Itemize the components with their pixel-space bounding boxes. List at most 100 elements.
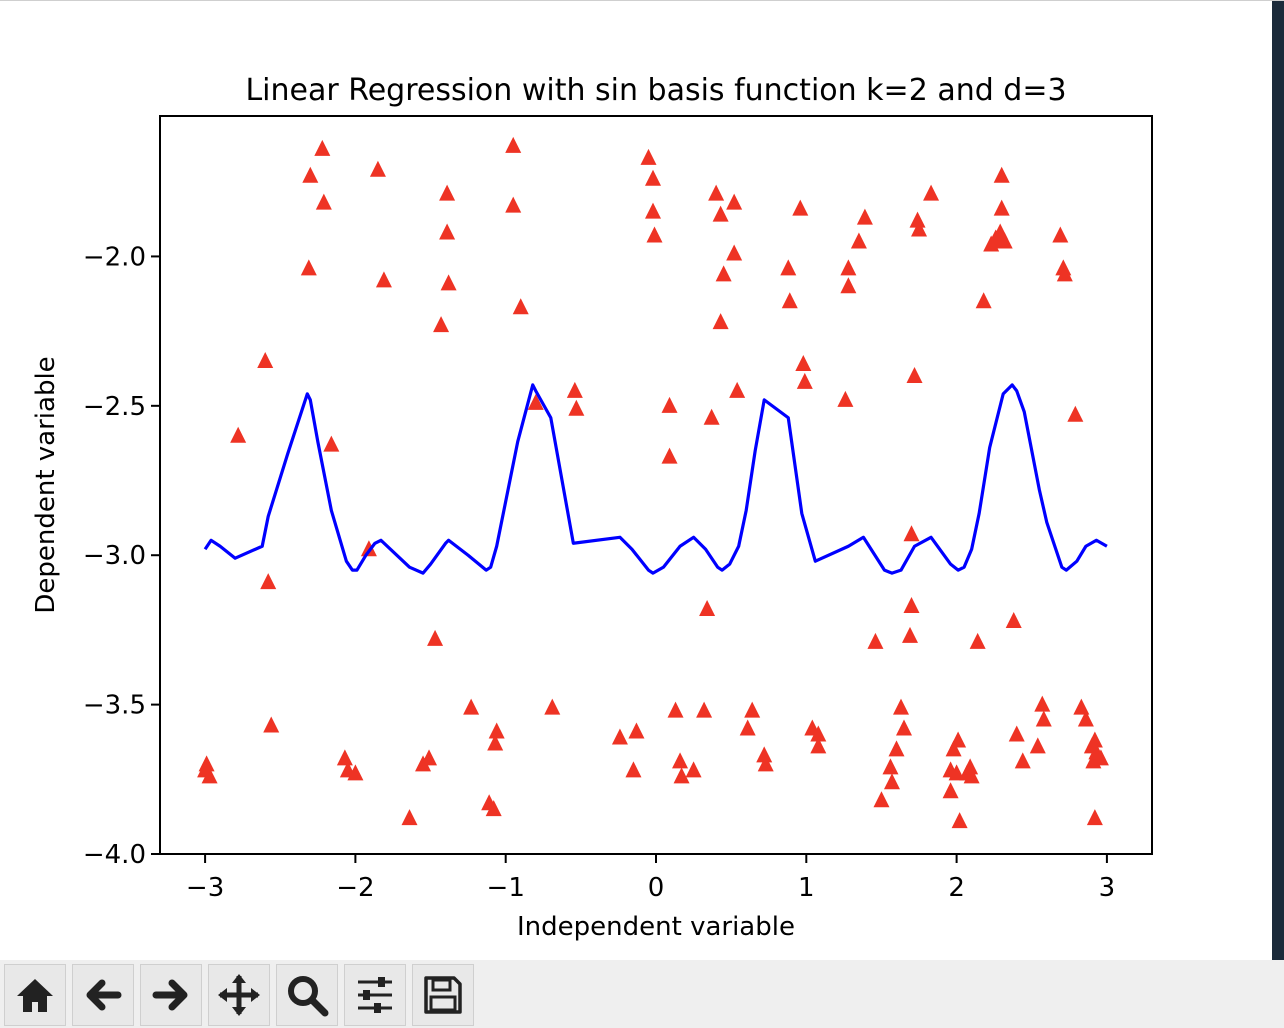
data-point-marker [850,232,867,249]
data-point-marker [840,259,857,276]
zoom-button[interactable] [276,964,338,1026]
window-edge-strip [1272,1,1284,961]
plot-area-frame [159,115,1153,855]
data-point-marker [640,148,657,165]
floppy-disk-icon [424,976,462,1014]
data-point-marker [505,196,522,213]
data-point-marker [566,381,583,398]
data-point-marker [1005,611,1022,628]
y-tick-label: −3.0 [83,541,146,571]
data-point-marker [699,599,716,616]
data-point-marker [1029,737,1046,754]
magnifier-icon [288,976,329,1017]
home-icon [17,979,53,1012]
data-point-marker [427,629,444,646]
data-point-marker [911,220,928,237]
data-point-marker [661,447,678,464]
data-point-marker [401,809,418,826]
data-point-marker [993,199,1010,216]
home-button[interactable] [4,964,66,1026]
data-point-marker [1034,695,1051,712]
data-point-marker [347,764,364,781]
data-point-marker [439,223,456,240]
data-point-marker [975,292,992,309]
move-icon [218,974,260,1016]
forward-button[interactable] [140,964,202,1026]
data-point-marker [950,731,967,748]
data-point-marker [544,698,561,715]
data-point-marker [996,232,1013,249]
y-tick-label: −2.0 [83,242,146,272]
data-point-marker [712,313,729,330]
data-point-marker [888,740,905,757]
data-point-marker [257,352,274,369]
data-point-marker [644,202,661,219]
regression-line-layer [203,383,1108,575]
data-point-marker [336,749,353,766]
data-point-marker [646,226,663,243]
data-point-marker [903,525,920,542]
data-point-marker [969,632,986,649]
data-point-marker [439,184,456,201]
y-axis-ticks: −4.0 −3.5 −3.0 −2.5 −2.0 [83,242,160,870]
x-tick-label: 3 [1099,873,1116,903]
data-point-marker [909,211,926,228]
data-point-marker [756,746,773,763]
data-point-marker [644,169,661,186]
data-point-marker [792,199,809,216]
data-point-marker [360,540,377,557]
data-point-marker [856,208,873,225]
data-point-marker [1008,725,1025,742]
regression-line [203,383,1108,575]
data-point-marker [903,597,920,614]
configure-subplots-button[interactable] [344,964,406,1026]
pan-button[interactable] [208,964,270,1026]
data-point-marker [708,184,725,201]
data-point-marker [1086,809,1103,826]
data-point-marker [942,782,959,799]
x-tick-label: 0 [648,873,665,903]
data-point-marker [892,698,909,715]
data-point-marker [902,626,919,643]
data-point-marker [1067,405,1084,422]
data-point-marker [712,205,729,222]
x-tick-label: −2 [336,873,374,903]
data-point-marker [421,749,438,766]
arrow-left-icon [86,979,122,1011]
data-point-marker [840,277,857,294]
data-point-marker [487,734,504,751]
x-axis-label: Independent variable [517,912,795,942]
data-point-marker [1092,749,1109,766]
data-point-marker [685,761,702,778]
navigation-toolbar [0,960,1284,1028]
chart-title: Linear Regression with sin basis functio… [245,73,1066,108]
data-point-marker [883,773,900,790]
data-point-marker [302,166,319,183]
data-point-marker [625,761,642,778]
data-point-marker [882,758,899,775]
x-axis-ticks: −3 −2 −1 0 1 2 3 [186,854,1115,903]
save-button[interactable] [412,964,474,1026]
data-point-marker [369,160,386,177]
data-point-marker [945,740,962,757]
data-point-marker [739,719,756,736]
back-button[interactable] [72,964,134,1026]
x-tick-label: 2 [948,873,965,903]
data-point-marker [796,372,813,389]
data-point-marker [661,396,678,413]
data-point-marker [757,755,774,772]
data-point-marker [375,271,392,288]
data-point-marker [726,193,743,210]
data-point-marker [673,767,690,784]
plot-svg: Linear Regression with sin basis functio… [31,73,1153,942]
data-point-marker [715,265,732,282]
x-tick-label: −1 [487,873,525,903]
data-point-marker [463,698,480,715]
data-point-marker [485,800,502,817]
data-point-marker [1073,698,1090,715]
data-point-marker [837,390,854,407]
data-point-marker [744,701,761,718]
data-point-marker [628,722,645,739]
sliders-icon [358,977,392,1013]
data-point-marker [948,764,965,781]
